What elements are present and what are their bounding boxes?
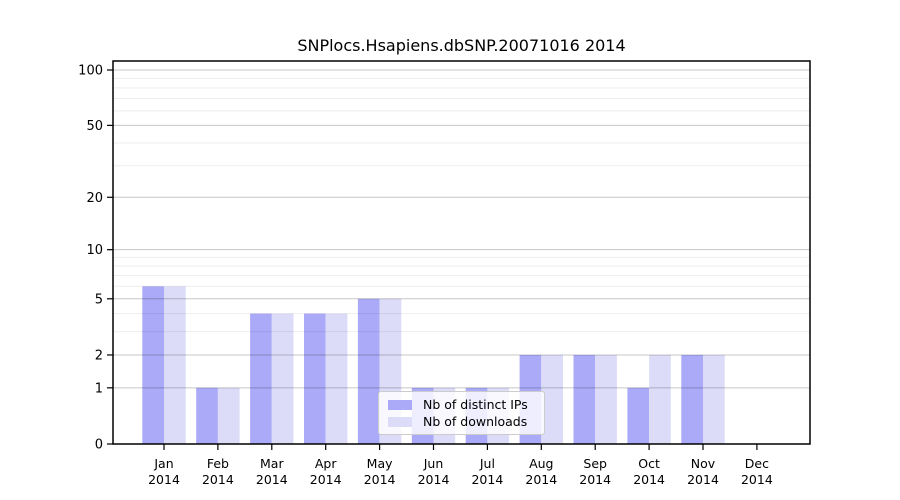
bar-downloads-feb: [217, 387, 240, 444]
x-tick-label-jun: Jun 2014: [418, 456, 450, 487]
bar-downloads-jan: [164, 286, 186, 444]
bar-distinct-ips-may: [357, 298, 380, 444]
legend-swatch-distinct-ips: [388, 399, 412, 410]
y-tick-label-1: 1: [95, 381, 103, 396]
x-tick-label-mar: Mar 2014: [256, 456, 288, 487]
bar-downloads-apr: [325, 313, 348, 444]
bar-downloads-nov: [703, 354, 725, 444]
plot-border: [112, 60, 811, 445]
bar-distinct-ips-mar: [250, 313, 272, 444]
x-tick-label-apr: Apr 2014: [310, 456, 342, 487]
legend-item-distinct-ips: Nb of distinct IPs: [388, 397, 535, 412]
legend-label-downloads: Nb of downloads: [423, 414, 528, 429]
bar-distinct-ips-apr: [304, 313, 326, 444]
legend: Nb of distinct IPs Nb of downloads: [378, 391, 545, 435]
legend-label-distinct-ips: Nb of distinct IPs: [423, 397, 528, 412]
bar-distinct-ips-nov: [681, 354, 703, 444]
x-tick-label-dec: Dec 2014: [741, 456, 773, 487]
x-tick-label-sep: Sep 2014: [579, 456, 611, 487]
x-tick-label-oct: Oct 2014: [633, 456, 665, 487]
y-tick-label-5: 5: [95, 292, 103, 307]
bar-distinct-ips-sep: [573, 354, 596, 444]
bar-distinct-ips-feb: [196, 387, 218, 444]
legend-swatch-downloads: [388, 416, 412, 427]
y-tick-label-20: 20: [86, 191, 103, 206]
x-tick-label-aug: Aug 2014: [525, 456, 557, 487]
bar-distinct-ips-oct: [627, 387, 650, 444]
x-tick-label-may: May 2014: [364, 456, 396, 487]
bar-downloads-aug: [541, 354, 563, 444]
x-tick-label-nov: Nov 2014: [687, 456, 719, 487]
y-tick-label-10: 10: [86, 243, 103, 258]
y-tick-label-0: 0: [95, 438, 103, 453]
bar-downloads-mar: [271, 313, 294, 444]
x-tick-label-jan: Jan 2014: [148, 456, 180, 487]
bar-downloads-oct: [649, 354, 671, 444]
bar-distinct-ips-jan: [142, 286, 164, 444]
bar-downloads-sep: [595, 354, 617, 444]
y-tick-label-2: 2: [95, 348, 103, 363]
legend-item-downloads: Nb of downloads: [388, 414, 535, 429]
x-tick-label-jul: Jul 2014: [471, 456, 503, 487]
x-tick-label-feb: Feb 2014: [202, 456, 234, 487]
chart-title: SNPlocs.Hsapiens.dbSNP.20071016 2014: [297, 36, 626, 55]
y-tick-label-100: 100: [78, 64, 103, 79]
y-tick-label-50: 50: [86, 119, 103, 134]
